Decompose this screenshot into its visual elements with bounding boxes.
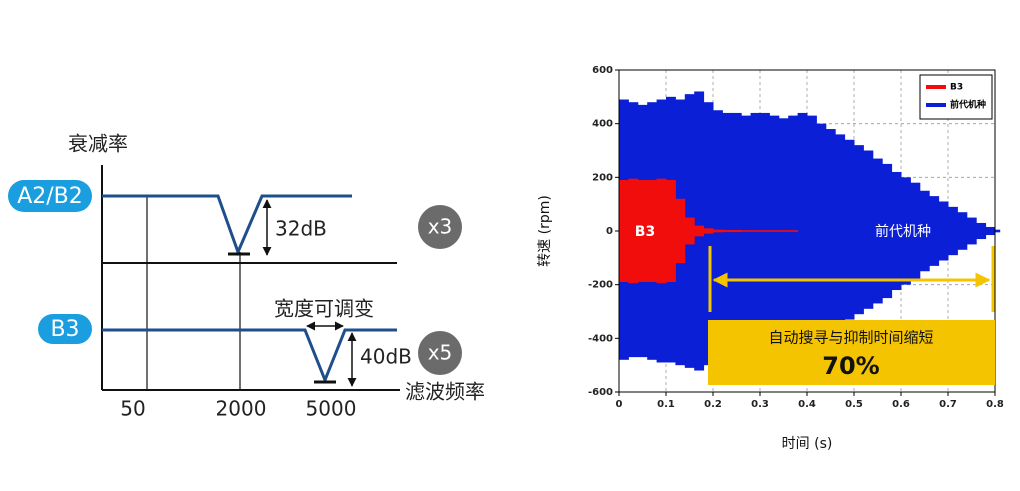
signal-band	[760, 112, 770, 347]
y-tick-label: 0	[606, 226, 613, 237]
signal-band	[807, 115, 817, 342]
signal-band	[731, 112, 742, 352]
row-label: B3	[50, 317, 79, 342]
signal-band	[816, 123, 827, 336]
signal-band	[628, 178, 639, 284]
diagram-x-tick: 5000	[306, 397, 357, 421]
callout-box	[708, 320, 995, 385]
signal-band	[891, 171, 902, 291]
signal-band	[694, 225, 705, 237]
annotation: 自动搜寻与抑制时间缩短	[768, 329, 933, 347]
signal-band	[741, 230, 752, 232]
signal-band	[844, 139, 855, 320]
row-label-pill	[38, 314, 92, 344]
row-label: A2/B2	[17, 184, 83, 209]
multiplier-badge	[418, 331, 462, 375]
signal-band	[731, 229, 742, 233]
notch-curve	[102, 194, 352, 257]
plot-frame	[618, 69, 996, 393]
diagram-x-label: 滤波频率	[405, 380, 485, 404]
y-tick-label: 400	[592, 119, 613, 130]
signal-band	[995, 229, 1001, 233]
width-note: 宽度可调变	[274, 297, 374, 321]
y-tick-label: -600	[588, 387, 613, 398]
y-axis-label: 转速 (rpm)	[537, 195, 553, 267]
signal-band	[788, 115, 799, 344]
signal-band	[797, 112, 808, 344]
signal-band	[656, 178, 667, 284]
signal-band	[722, 112, 733, 355]
signal-band	[854, 145, 864, 315]
row-label-pill	[8, 180, 92, 212]
signal-band	[684, 217, 695, 245]
x-tick-label: 0.6	[892, 399, 910, 410]
signal-band	[637, 180, 648, 282]
y-tick-label: 200	[592, 172, 613, 183]
signal-band	[985, 226, 996, 236]
signal-band	[966, 217, 977, 245]
signal-band	[713, 229, 723, 233]
chart: -600 -400 -200 0 200 400 600 0 0.1 0.2 0.3 0.4 0.5 0.…	[537, 65, 1004, 452]
legend-label: 前代机种	[950, 99, 986, 111]
signal-band	[741, 115, 752, 350]
x-tick-label: 0.1	[657, 399, 675, 410]
multiplier: x3	[428, 215, 453, 239]
x-tick-label: 0	[616, 399, 623, 410]
signal-band	[619, 180, 629, 282]
x-tick-label: 0.5	[845, 399, 863, 410]
depth-label: 32dB	[275, 217, 327, 241]
legend-label: B3	[950, 83, 963, 93]
signal-band	[750, 230, 761, 232]
depth-label: 40dB	[360, 345, 412, 369]
notch-curve	[102, 328, 397, 385]
diagram-y-label: 衰减率	[68, 132, 128, 156]
annotation: 前代机种	[875, 223, 931, 240]
signal-band	[825, 129, 836, 331]
y-tick-label: -400	[588, 333, 613, 344]
signal-band	[929, 196, 940, 266]
signal-band	[901, 177, 911, 285]
x-axis-label: 时间 (s)	[782, 436, 833, 452]
signal-band	[910, 182, 921, 280]
signal-band	[713, 110, 723, 358]
signal-band	[722, 229, 733, 233]
annotation: 70%	[822, 352, 879, 380]
signal-band	[835, 134, 846, 325]
y-tick-label: -200	[588, 280, 613, 291]
signal-band	[788, 230, 799, 232]
diagram-x-tick: 2000	[216, 397, 267, 421]
x-tick-label: 0.8	[986, 399, 1004, 410]
signal-band	[872, 158, 883, 304]
signal-band	[675, 198, 686, 264]
multiplier: x5	[428, 341, 453, 365]
signal-band	[948, 206, 958, 256]
signal-band	[938, 201, 949, 261]
x-tick-label: 0.7	[939, 399, 957, 410]
signal-band	[760, 230, 770, 232]
signal-band	[919, 190, 930, 272]
signal-band	[957, 212, 968, 250]
x-tick-label: 0.2	[704, 399, 722, 410]
annotation: B3	[635, 224, 655, 240]
legend-box	[919, 74, 993, 120]
y-tick-label: 600	[592, 65, 613, 76]
signal-band	[882, 163, 893, 299]
signal-band	[666, 180, 676, 282]
x-tick-label: 0.4	[798, 399, 816, 410]
x-tick-label: 0.3	[751, 399, 769, 410]
filter-diagram: 衰减率 A2/B2 32dB x3 B3 宽度可调变 40dB x5 滤波频率 …	[8, 132, 485, 421]
multiplier-badge	[418, 205, 462, 249]
signal-band	[647, 180, 658, 282]
signal-band	[976, 222, 987, 240]
signal-band	[769, 230, 780, 232]
diagram-x-tick: 50	[120, 397, 145, 421]
signal-band	[778, 230, 789, 232]
signal-band	[863, 150, 874, 309]
signal-band	[703, 228, 714, 234]
